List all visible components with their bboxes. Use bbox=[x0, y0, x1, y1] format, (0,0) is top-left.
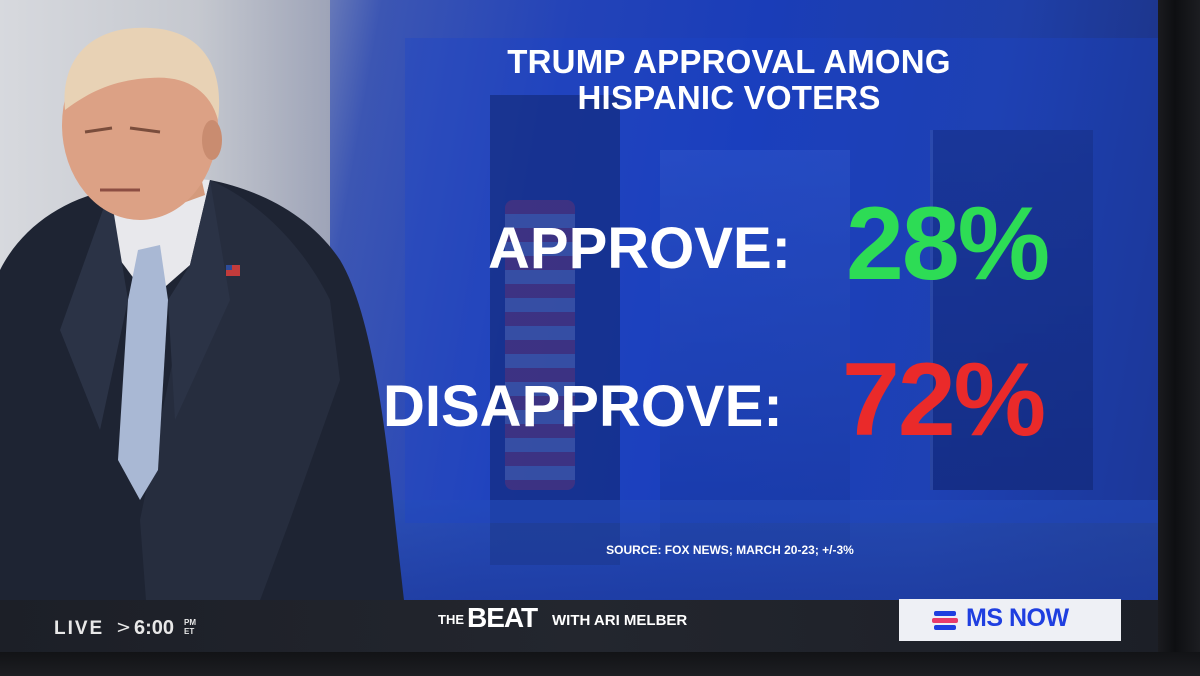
tv-bezel-bottom bbox=[0, 652, 1200, 676]
tv-bezel-right bbox=[1158, 0, 1200, 676]
ms-now-logo-icon bbox=[932, 611, 958, 630]
show-title-the: THE bbox=[438, 612, 464, 627]
disapprove-label: DISAPPROVE: bbox=[383, 374, 783, 439]
graphic-panel bbox=[405, 38, 1160, 523]
background-doorway bbox=[660, 150, 850, 550]
background-flag bbox=[505, 200, 575, 490]
background-column bbox=[490, 95, 620, 565]
person-photo bbox=[0, 27, 410, 654]
disapprove-percentage: 72% bbox=[842, 342, 1046, 458]
title-line-1: TRUMP APPROVAL AMONG bbox=[507, 43, 951, 80]
show-host: WITH ARI MELBER bbox=[552, 612, 688, 629]
approve-label: APPROVE: bbox=[488, 216, 791, 281]
approve-percentage: 28% bbox=[846, 186, 1050, 302]
source-note: SOURCE: FOX NEWS; MARCH 20-23; +/-3% bbox=[606, 543, 854, 557]
chevron-right-icon: > bbox=[116, 617, 132, 638]
live-indicator: LIVE bbox=[54, 618, 105, 639]
time-et: ET bbox=[184, 627, 195, 636]
air-time: 6:00 bbox=[134, 617, 175, 639]
show-title-beat: BEAT bbox=[467, 602, 538, 633]
time-zone: PM ET bbox=[184, 618, 196, 636]
title-line-2: HISPANIC VOTERS bbox=[577, 79, 881, 116]
tv-screen: TRUMP APPROVAL AMONG HISPANIC VOTERS APP… bbox=[0, 0, 1160, 654]
time-ampm: PM bbox=[184, 618, 196, 627]
network-name: MS NOW bbox=[966, 604, 1069, 632]
graphic-title: TRUMP APPROVAL AMONG HISPANIC VOTERS bbox=[405, 44, 1053, 116]
background-window bbox=[930, 130, 1093, 490]
background-floor bbox=[330, 500, 1160, 610]
